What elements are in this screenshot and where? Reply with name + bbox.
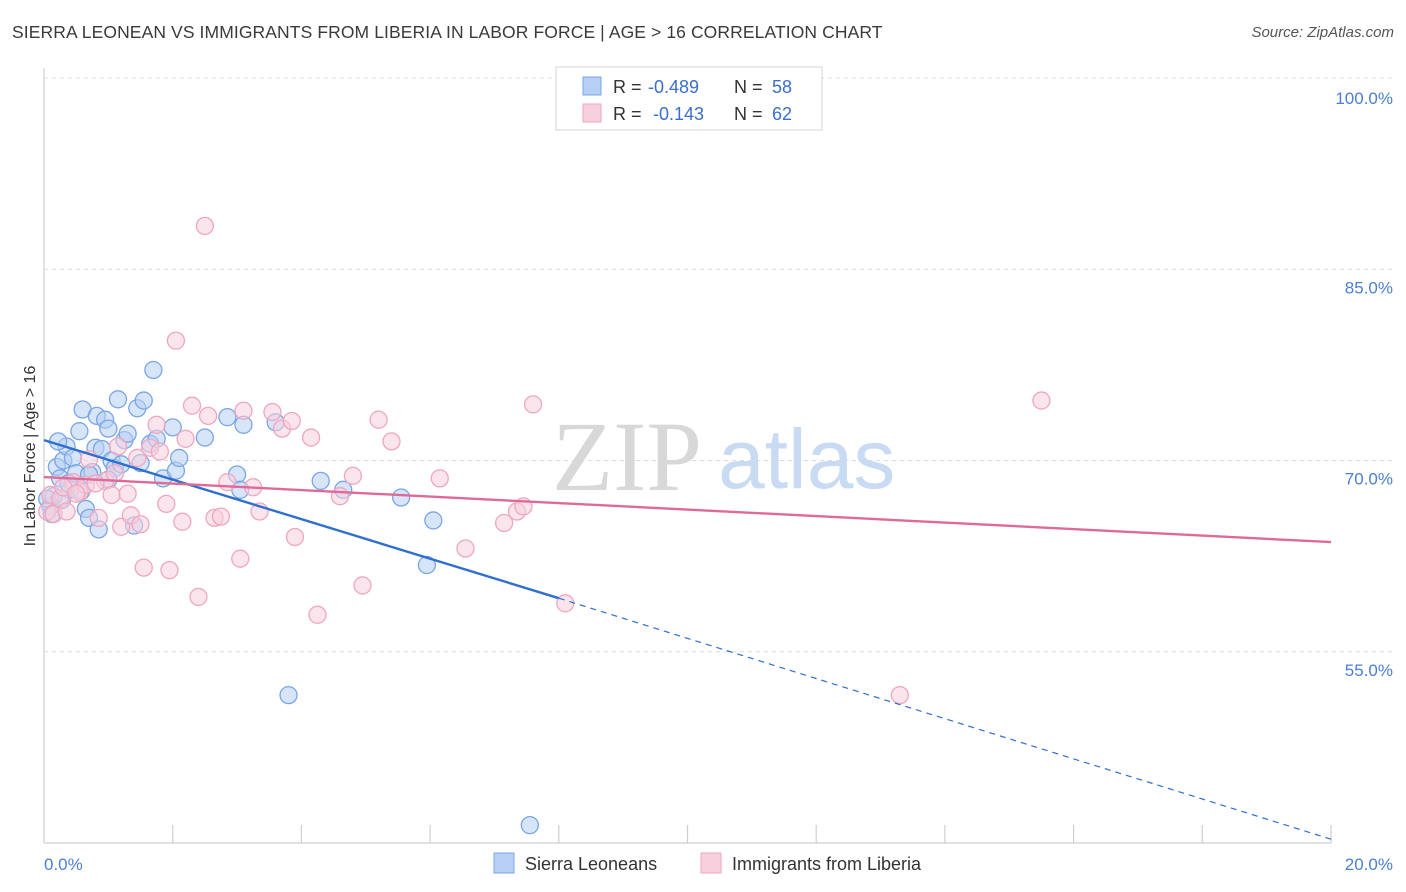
liberia-point-33: [231, 549, 250, 568]
liberia-point-45: [353, 576, 372, 595]
legend-r-label-liberia: R =: [613, 104, 642, 124]
legend-bottom-swatch-sierra: [493, 852, 515, 874]
liberia-point-27: [189, 587, 208, 607]
legend-r-value-sierra: -0.489: [648, 77, 699, 97]
liberia-point-59: [86, 474, 105, 493]
axes: [43, 68, 1332, 844]
liberia-point-43: [330, 487, 350, 506]
x-tick-labels: 0.0% 20.0%: [44, 855, 1393, 874]
liberia-point-17: [131, 515, 150, 534]
liberia-point-23: [166, 331, 186, 350]
legend-bottom: Sierra Leoneans Immigrants from Liberia: [493, 852, 922, 874]
trend-line-sierra-extension: [558, 597, 1332, 840]
y-axis-label: In Labor Force | Age > 16: [22, 366, 39, 547]
liberia-point-24: [173, 512, 192, 531]
legend-bottom-label-liberia: Immigrants from Liberia: [732, 854, 922, 874]
sierra-point-22: [108, 390, 128, 409]
watermark: ZIP atlas: [552, 401, 895, 512]
trend-line-sierra: [43, 438, 560, 600]
sierra-point-45: [391, 488, 411, 507]
liberia-point-34: [234, 401, 253, 420]
sierra-point-29: [134, 391, 153, 410]
liberia-point-32: [218, 473, 237, 492]
legend-n-label-sierra: N =: [734, 77, 763, 97]
sierra-point-47: [424, 511, 443, 530]
liberia-point-44: [343, 466, 363, 485]
legend-n-label-liberia: N =: [734, 104, 763, 124]
liberia-point-28: [195, 216, 215, 236]
liberia-point-58: [67, 484, 86, 503]
chart-title: SIERRA LEONEAN VS IMMIGRANTS FROM LIBERI…: [12, 22, 883, 42]
sierra-point-48: [279, 685, 298, 705]
watermark-atlas: atlas: [718, 412, 895, 506]
sierra-point-25: [118, 424, 137, 443]
liberia-point-20: [147, 415, 166, 434]
liberia-point-56: [1032, 391, 1051, 410]
sierra-point-37: [195, 428, 215, 447]
y-tick-label-3: 55.0%: [1345, 661, 1393, 680]
grid: [44, 77, 1393, 653]
legend-top: R = -0.489 N = 58 R = -0.143 N = 62: [555, 66, 823, 131]
liberia-point-49: [456, 539, 475, 558]
liberia-point-31: [211, 507, 231, 526]
sierra-point-30: [144, 360, 163, 380]
liberia-point-21: [157, 494, 176, 514]
liberia-point-55: [890, 685, 910, 705]
y-tick-label-2: 70.0%: [1345, 470, 1393, 489]
liberia-point-18: [134, 558, 153, 577]
liberia-point-53: [523, 395, 543, 414]
legend-bottom-swatch-liberia: [700, 852, 722, 874]
trend-line-liberia: [43, 475, 1332, 544]
legend-bottom-label-sierra: Sierra Leoneans: [525, 854, 657, 874]
liberia-point-47: [382, 432, 401, 451]
liberia-point-46: [369, 410, 388, 429]
series-immigrants-from-liberia: [38, 216, 1051, 705]
x-tick-label-max: 20.0%: [1345, 855, 1393, 874]
legend-n-value-liberia: 62: [772, 104, 792, 124]
sierra-point-9: [70, 422, 89, 441]
liberia-point-12: [108, 437, 128, 456]
liberia-point-50: [494, 513, 514, 533]
liberia-point-48: [430, 469, 449, 488]
sierra-point-49: [520, 816, 539, 835]
liberia-point-29: [198, 406, 218, 426]
y-tick-label-0: 100.0%: [1335, 89, 1393, 108]
y-tick-label-1: 85.0%: [1345, 278, 1393, 297]
liberia-point-54: [556, 594, 575, 613]
liberia-point-40: [285, 527, 305, 547]
liberia-point-37: [263, 402, 282, 422]
y-tick-labels: 100.0% 85.0% 70.0% 55.0%: [1335, 89, 1393, 680]
liberia-point-4: [57, 502, 76, 521]
liberia-point-39: [282, 411, 301, 431]
liberia-point-42: [308, 605, 327, 624]
liberia-point-61: [150, 442, 169, 461]
legend-n-value-sierra: 58: [772, 77, 792, 97]
watermark-zip: ZIP: [552, 401, 702, 512]
x-tick-label-min: 0.0%: [44, 855, 83, 874]
liberia-point-41: [301, 428, 321, 447]
liberia-point-22: [160, 561, 179, 580]
liberia-point-11: [102, 485, 121, 505]
source-label: Source: ZipAtlas.com: [1251, 24, 1394, 41]
liberia-point-16: [128, 448, 147, 468]
liberia-point-14: [118, 484, 137, 503]
sierra-point-43: [311, 471, 330, 491]
legend-r-value-liberia: -0.143: [648, 104, 704, 124]
trend-lines: [43, 438, 1332, 840]
legend-swatch-liberia: [582, 103, 602, 123]
sierra-point-38: [218, 407, 237, 427]
sierra-point-36: [169, 448, 189, 468]
sierra-point-19: [99, 419, 118, 438]
legend-r-label-sierra: R =: [613, 77, 642, 97]
legend-swatch-sierra: [582, 76, 602, 96]
liberia-point-9: [89, 508, 108, 528]
liberia-point-26: [182, 396, 202, 415]
liberia-point-25: [176, 429, 195, 448]
